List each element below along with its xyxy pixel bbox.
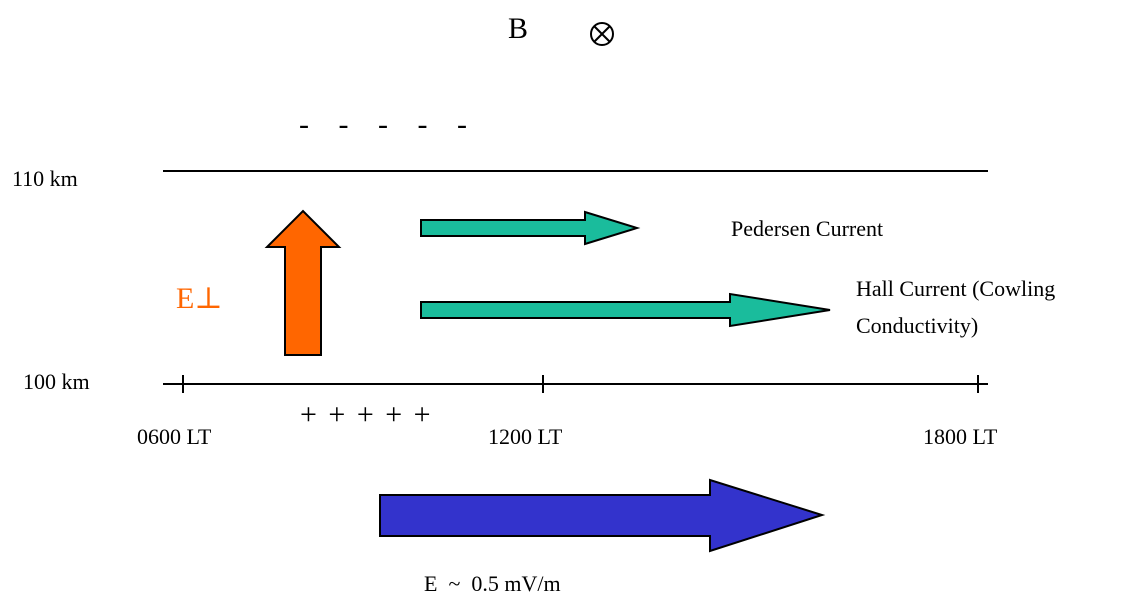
positive-charges: + + + + + xyxy=(300,398,433,431)
pedersen-current-label: Pedersen Current xyxy=(731,216,884,241)
time-label-0600: 0600 LT xyxy=(137,424,212,449)
altitude-100km-label: 100 km xyxy=(23,369,90,394)
zonal-e-field-arrow xyxy=(379,478,826,553)
hall-current-arrow xyxy=(420,292,831,328)
cross-in-circle-icon xyxy=(590,22,614,46)
e-perp-label: E⊥ xyxy=(176,282,223,315)
time-label-1200: 1200 LT xyxy=(488,424,563,449)
e-perp-arrow xyxy=(264,209,342,356)
hall-current-label-line2: Conductivity) xyxy=(856,313,979,338)
zonal-e-field-label: E ~ 0.5 mV/m xyxy=(424,571,561,596)
time-label-1800: 1800 LT xyxy=(923,424,998,449)
pedersen-current-arrow xyxy=(420,210,641,246)
altitude-110km-label: 110 km xyxy=(12,166,78,191)
negative-charges: - - - - - xyxy=(299,108,478,141)
magnetic-field-label: B xyxy=(508,12,529,45)
hall-current-label-line1: Hall Current (Cowling xyxy=(856,276,1056,301)
